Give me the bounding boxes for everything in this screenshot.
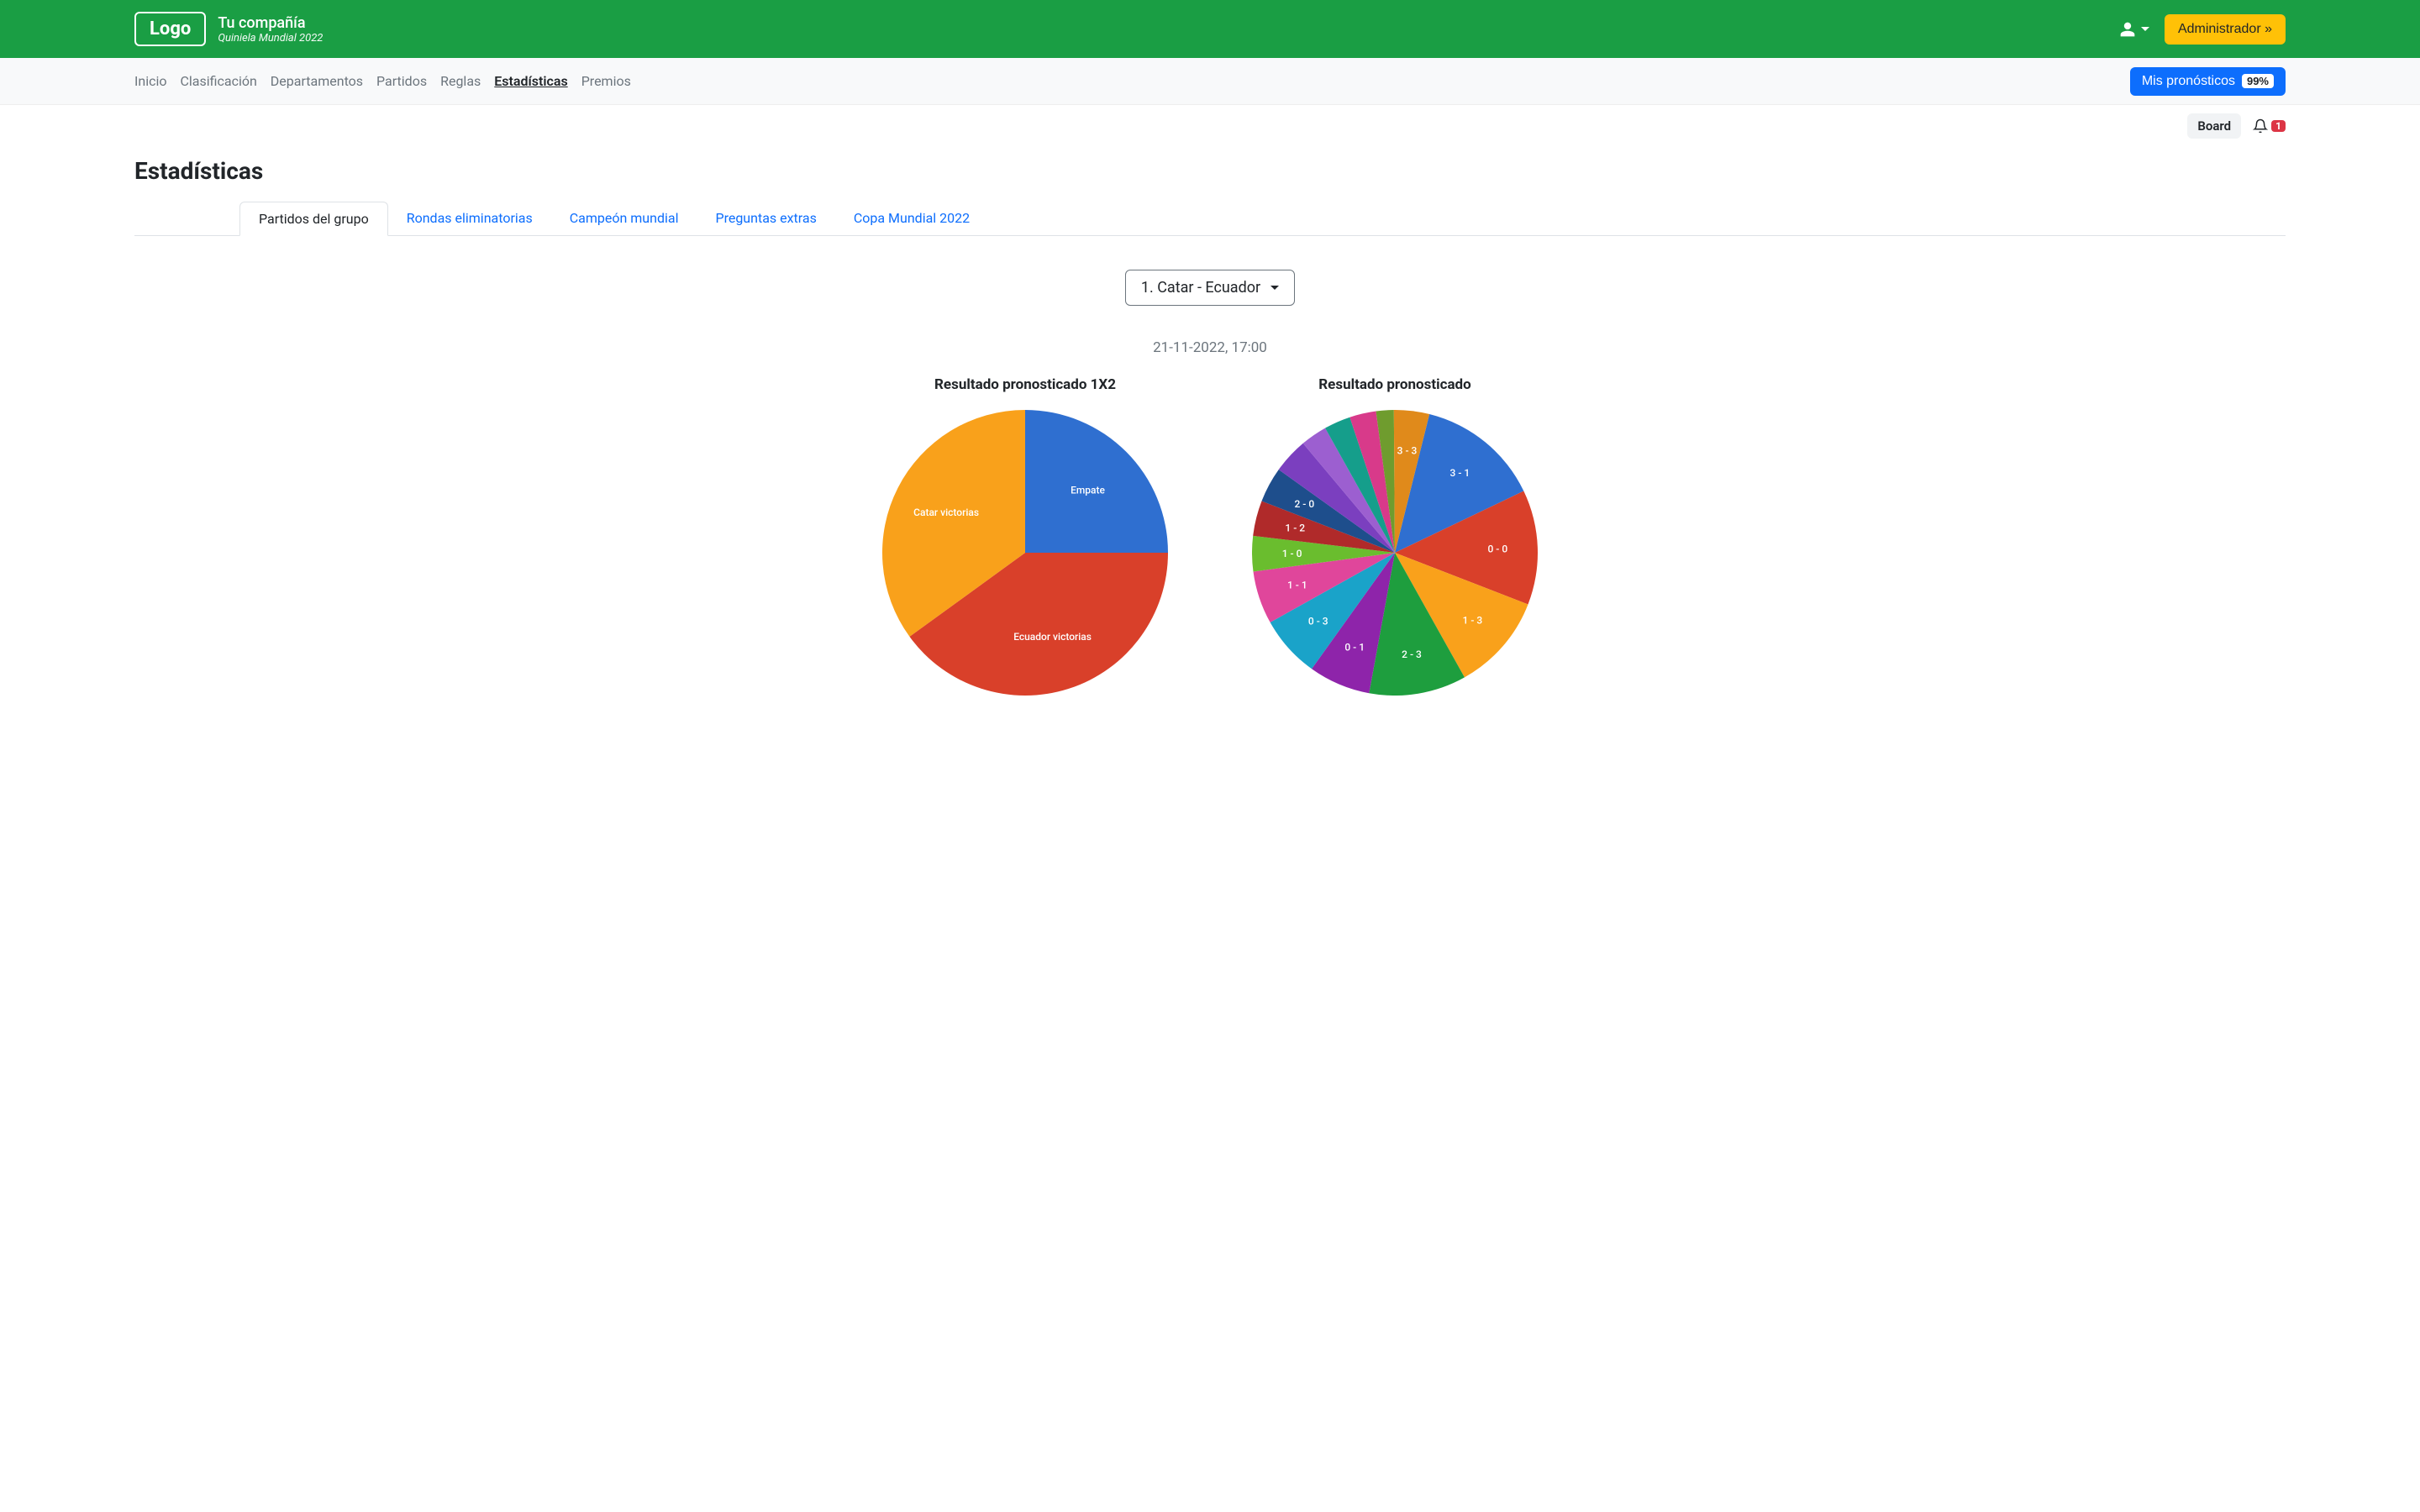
page-title: Estadísticas bbox=[134, 157, 2286, 185]
my-predictions-label: Mis pronósticos bbox=[2142, 74, 2235, 89]
user-menu[interactable] bbox=[2119, 21, 2149, 38]
tab-spacer bbox=[134, 202, 239, 235]
company-name: Tu compañía bbox=[218, 14, 323, 32]
chart-1x2-title: Resultado pronosticado 1X2 bbox=[934, 376, 1116, 393]
match-date: 21-11-2022, 17:00 bbox=[134, 339, 2286, 356]
stats-tabs: Partidos del grupo Rondas eliminatorias … bbox=[134, 202, 2286, 236]
sub-bar: Board 1 bbox=[0, 105, 2420, 147]
notifications-button[interactable]: 1 bbox=[2253, 118, 2286, 134]
header-left: Logo Tu compañía Quiniela Mundial 2022 bbox=[134, 12, 323, 46]
chart-scores-pie: 3 - 1 0 - 0 1 - 3 2 - 3 0 - 1 0 - 3 1 - 1 1 - 0… bbox=[1252, 410, 1538, 696]
my-predictions-pct-badge: 99% bbox=[2242, 74, 2274, 88]
my-predictions-button[interactable]: Mis pronósticos 99% bbox=[2130, 67, 2286, 96]
nav-inicio[interactable]: Inicio bbox=[134, 73, 166, 89]
chart-scores-title: Resultado pronosticado bbox=[1318, 376, 1470, 393]
caret-down-icon bbox=[1270, 286, 1279, 290]
pie-slice-label: 1 - 3 bbox=[1463, 614, 1483, 626]
pie-slice-label: 0 - 3 bbox=[1308, 616, 1328, 627]
pie-slice-label: 1 - 1 bbox=[1287, 580, 1307, 591]
pie-slice-label: 1 - 2 bbox=[1285, 522, 1305, 533]
top-header: Logo Tu compañía Quiniela Mundial 2022 A… bbox=[0, 0, 2420, 58]
pie-slice-label: 0 - 0 bbox=[1487, 543, 1507, 554]
nav-partidos[interactable]: Partidos bbox=[376, 73, 427, 89]
chart-1x2: Resultado pronosticado 1X2 Empate Ecuador… bbox=[882, 376, 1168, 696]
caret-down-icon bbox=[2141, 27, 2149, 31]
pie-slice bbox=[1025, 410, 1168, 553]
admin-button[interactable]: Administrador » bbox=[2165, 14, 2286, 45]
notification-count-badge: 1 bbox=[2271, 120, 2286, 132]
bell-icon bbox=[2253, 118, 2268, 134]
user-icon bbox=[2119, 21, 2136, 38]
pie-slice-label: 2 - 3 bbox=[1402, 648, 1422, 660]
tab-campeon-mundial[interactable]: Campeón mundial bbox=[551, 202, 697, 235]
nav-links: Inicio Clasificación Departamentos Parti… bbox=[134, 73, 631, 89]
main-content: Estadísticas Partidos del grupo Rondas e… bbox=[0, 147, 2420, 729]
board-link[interactable]: Board bbox=[2187, 113, 2241, 139]
pie-slice-label: Ecuador victorias bbox=[1013, 631, 1092, 643]
nav-departamentos[interactable]: Departamentos bbox=[271, 73, 363, 89]
main-nav: Inicio Clasificación Departamentos Parti… bbox=[0, 58, 2420, 105]
chart-1x2-pie: Empate Ecuador victorias Catar victorias bbox=[882, 410, 1168, 696]
pie-slice-label: 0 - 1 bbox=[1344, 642, 1365, 654]
nav-clasificacion[interactable]: Clasificación bbox=[180, 73, 256, 89]
chart-scores: Resultado pronosticado 3 - 1 0 - 0 1 - 3 2 … bbox=[1252, 376, 1538, 696]
company-subtitle: Quiniela Mundial 2022 bbox=[218, 32, 323, 45]
charts-row: Resultado pronosticado 1X2 Empate Ecuador… bbox=[134, 376, 2286, 696]
tab-copa-mundial[interactable]: Copa Mundial 2022 bbox=[835, 202, 988, 235]
company-block: Tu compañía Quiniela Mundial 2022 bbox=[218, 14, 323, 45]
pie-slice-label: Catar victorias bbox=[913, 507, 979, 518]
tab-preguntas-extras[interactable]: Preguntas extras bbox=[697, 202, 834, 235]
header-right: Administrador » bbox=[2119, 14, 2286, 45]
nav-estadisticas[interactable]: Estadísticas bbox=[494, 73, 567, 89]
logo[interactable]: Logo bbox=[134, 12, 206, 46]
tab-rondas-eliminatorias[interactable]: Rondas eliminatorias bbox=[388, 202, 551, 235]
match-select-value: 1. Catar - Ecuador bbox=[1141, 279, 1260, 297]
pie-slice-label: 3 - 3 bbox=[1397, 444, 1418, 456]
pie-slice-label: 2 - 0 bbox=[1294, 498, 1314, 510]
nav-premios[interactable]: Premios bbox=[581, 73, 631, 89]
pie-slice-label: 1 - 0 bbox=[1282, 548, 1302, 559]
pie-slice-label: 3 - 1 bbox=[1450, 467, 1470, 479]
match-select-wrap: 1. Catar - Ecuador bbox=[134, 270, 2286, 306]
tab-partidos-grupo[interactable]: Partidos del grupo bbox=[239, 202, 388, 236]
nav-reglas[interactable]: Reglas bbox=[440, 73, 481, 89]
pie-slice-label: Empate bbox=[1071, 484, 1105, 496]
match-select-dropdown[interactable]: 1. Catar - Ecuador bbox=[1125, 270, 1295, 306]
